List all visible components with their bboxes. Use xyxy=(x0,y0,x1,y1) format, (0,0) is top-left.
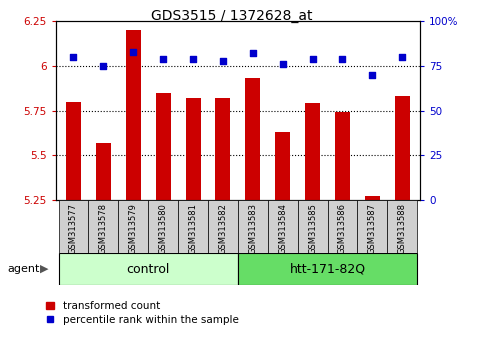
Text: GSM313587: GSM313587 xyxy=(368,202,377,254)
Text: GDS3515 / 1372628_at: GDS3515 / 1372628_at xyxy=(151,9,313,23)
Bar xyxy=(298,200,327,253)
Bar xyxy=(387,200,417,253)
Bar xyxy=(185,98,200,200)
Text: GSM313585: GSM313585 xyxy=(308,202,317,253)
Bar xyxy=(96,143,111,200)
Bar xyxy=(238,200,268,253)
Bar xyxy=(58,253,238,285)
Text: agent: agent xyxy=(7,264,40,274)
Bar xyxy=(148,200,178,253)
Text: control: control xyxy=(127,263,170,275)
Text: GSM313579: GSM313579 xyxy=(129,202,138,253)
Point xyxy=(249,51,256,56)
Text: GSM313580: GSM313580 xyxy=(158,202,168,253)
Text: GSM313578: GSM313578 xyxy=(99,202,108,254)
Bar xyxy=(365,196,380,200)
Bar xyxy=(305,103,320,200)
Point xyxy=(339,56,346,62)
Point xyxy=(159,56,167,62)
Text: htt-171-82Q: htt-171-82Q xyxy=(289,263,366,275)
Point xyxy=(309,56,316,62)
Text: GSM313577: GSM313577 xyxy=(69,202,78,254)
Bar xyxy=(66,102,81,200)
Point xyxy=(99,63,107,69)
Point xyxy=(189,56,197,62)
Bar xyxy=(215,98,230,200)
Bar xyxy=(275,132,290,200)
Point xyxy=(369,72,376,78)
Bar xyxy=(238,253,417,285)
Point xyxy=(398,54,406,60)
Legend: transformed count, percentile rank within the sample: transformed count, percentile rank withi… xyxy=(44,299,241,327)
Bar xyxy=(208,200,238,253)
Bar xyxy=(245,79,260,200)
Bar xyxy=(357,200,387,253)
Point xyxy=(219,58,227,63)
Bar xyxy=(126,30,141,200)
Bar xyxy=(335,113,350,200)
Point xyxy=(70,54,77,60)
Bar xyxy=(118,200,148,253)
Text: ▶: ▶ xyxy=(40,264,48,274)
Bar xyxy=(88,200,118,253)
Text: GSM313581: GSM313581 xyxy=(188,202,198,253)
Text: GSM313584: GSM313584 xyxy=(278,202,287,253)
Bar xyxy=(395,96,410,200)
Point xyxy=(129,49,137,55)
Text: GSM313586: GSM313586 xyxy=(338,202,347,254)
Text: GSM313583: GSM313583 xyxy=(248,202,257,254)
Bar xyxy=(156,93,170,200)
Bar xyxy=(268,200,298,253)
Point xyxy=(279,61,286,67)
Bar xyxy=(178,200,208,253)
Text: GSM313588: GSM313588 xyxy=(398,202,407,254)
Bar xyxy=(327,200,357,253)
Bar xyxy=(58,200,88,253)
Text: GSM313582: GSM313582 xyxy=(218,202,227,253)
